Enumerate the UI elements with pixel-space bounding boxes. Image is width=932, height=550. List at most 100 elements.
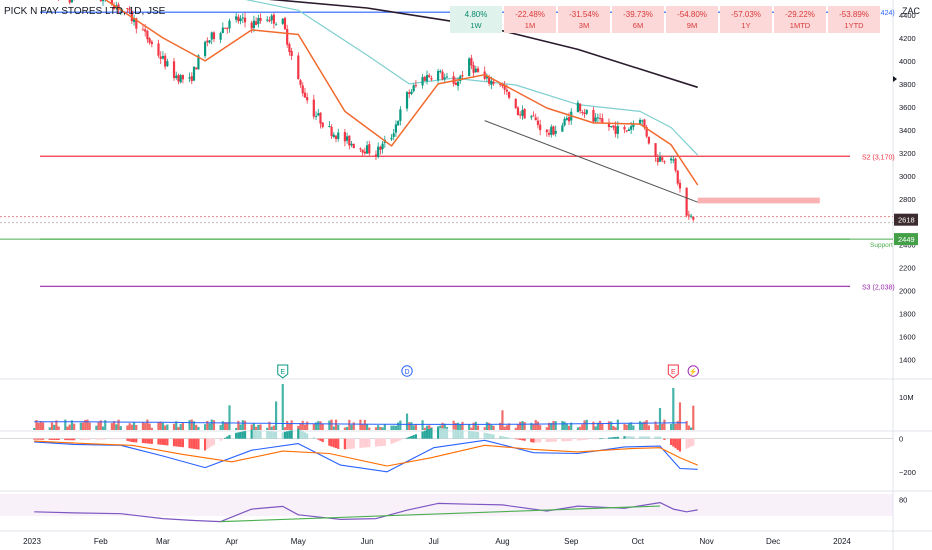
- volume-bar: [368, 427, 371, 430]
- macd-histogram-bar: [596, 438, 599, 440]
- macd-histogram-bar: [459, 430, 462, 439]
- annotation-layer: E D E ⚡: [277, 120, 820, 379]
- last-price-tag-label: 2618: [898, 216, 915, 225]
- price-tick-label: 4000: [899, 57, 916, 66]
- volume-bar: [583, 420, 586, 430]
- macd-histogram-bar: [476, 431, 480, 439]
- candle-body: [70, 0, 74, 3]
- macd-histogram-bar: [567, 438, 571, 442]
- macd-histogram-bar: [632, 436, 635, 439]
- candle-body: [135, 18, 138, 29]
- candle-body: [179, 75, 182, 83]
- volume-bar: [86, 419, 89, 430]
- macd-histogram-bar: [583, 438, 586, 440]
- volume-bar: [144, 423, 147, 430]
- volume-bar: [692, 405, 695, 430]
- volume-bar: [303, 424, 307, 430]
- candle-body: [468, 58, 471, 77]
- macd-histogram-bar: [55, 438, 58, 440]
- volume-bar: [206, 420, 209, 430]
- volume-bar: [468, 423, 471, 430]
- candle-body: [563, 118, 566, 126]
- time-tick-label: Sep: [564, 537, 579, 546]
- macd-histogram-bar: [208, 438, 211, 448]
- performance-cell: [666, 6, 718, 33]
- macd-histogram-bar: [561, 438, 564, 442]
- macd-histogram-bar: [177, 438, 180, 447]
- volume-bar: [350, 424, 353, 430]
- candle-body: [423, 76, 426, 81]
- macd-histogram-bar: [501, 436, 504, 439]
- candle-body: [290, 50, 293, 56]
- candle-body: [117, 4, 120, 10]
- performance-value: -57.03%: [731, 10, 761, 19]
- volume-bar: [130, 424, 133, 430]
- performance-cell: [774, 6, 826, 33]
- macd-histogram-bar: [579, 438, 582, 441]
- volume-bar: [84, 419, 87, 430]
- performance-cell: [450, 6, 502, 33]
- candle-body: [172, 61, 176, 79]
- macd-histogram-bar: [425, 429, 429, 439]
- volume-bar: [536, 421, 540, 430]
- macd-histogram-bar: [348, 438, 351, 449]
- candle-body: [272, 14, 275, 24]
- macd-histogram-bar: [73, 438, 76, 441]
- volume-bar: [361, 424, 364, 430]
- macd-histogram-bar: [468, 431, 471, 439]
- volume-bar: [576, 427, 579, 430]
- event-symbol: E: [280, 369, 285, 376]
- macd-histogram-bar: [610, 437, 613, 439]
- macd-histogram-bar: [86, 438, 89, 440]
- volume-bar: [50, 422, 54, 430]
- macd-histogram-bar: [270, 431, 273, 439]
- candle-body: [166, 61, 169, 67]
- candle-body: [159, 56, 162, 59]
- candle-body: [421, 77, 424, 86]
- macd-histogram-bar: [206, 438, 209, 450]
- candle-body: [579, 103, 582, 112]
- candle-body: [241, 17, 244, 19]
- macd-histogram-bar: [638, 436, 642, 439]
- macd-histogram-bar: [268, 431, 271, 439]
- macd-histogram-bar: [286, 431, 289, 439]
- candle-body: [674, 158, 677, 171]
- candle-body: [485, 76, 489, 79]
- sma-long-line: [268, 0, 698, 89]
- candle-body: [190, 76, 193, 82]
- volume-bar: [210, 419, 213, 430]
- candle-body: [252, 20, 256, 28]
- volume-bar: [175, 421, 178, 430]
- candle-body: [676, 170, 679, 184]
- volume-bar: [348, 419, 351, 430]
- volume-bar: [197, 426, 200, 430]
- candle-body: [206, 40, 209, 43]
- macd-histogram-bar: [70, 438, 74, 441]
- macd-histogram-bar: [159, 438, 162, 445]
- rsi-trendline: [220, 505, 661, 523]
- volume-bar: [565, 423, 568, 430]
- performance-period: 1YTD: [844, 21, 864, 30]
- macd-histogram-bar: [421, 431, 424, 439]
- macd-histogram-bar: [301, 431, 304, 439]
- candle-body: [161, 56, 165, 59]
- volume-bar: [68, 424, 71, 430]
- macd-histogram-bar: [516, 438, 520, 440]
- volume-bar: [596, 422, 599, 430]
- rsi-tick-label: 80: [899, 496, 907, 505]
- candle-body: [547, 132, 551, 135]
- candle-body: [607, 122, 611, 127]
- macd-histogram-bar: [547, 438, 551, 442]
- candle-body: [274, 24, 278, 26]
- candle-body: [428, 75, 431, 78]
- volume-bar: [286, 421, 289, 430]
- macd-histogram-bar: [625, 436, 628, 439]
- volume-bar: [270, 426, 273, 430]
- macd-histogram-bar: [641, 436, 644, 439]
- price-tick-label: 3200: [899, 149, 916, 158]
- macd-histogram-bar: [179, 438, 182, 447]
- candle-body: [430, 78, 433, 80]
- volume-bar: [281, 384, 284, 430]
